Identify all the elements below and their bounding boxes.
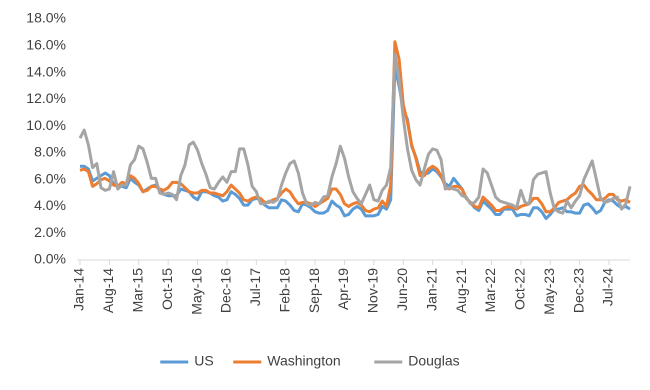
- x-tick-label: Jul-17: [247, 268, 263, 306]
- y-tick-label: 12.0%: [26, 90, 66, 106]
- x-tick-label: Jan-14: [71, 268, 87, 311]
- x-tick-label: Mar-22: [482, 268, 498, 313]
- y-tick-label: 4.0%: [34, 197, 66, 213]
- y-tick-label: 18.0%: [26, 10, 66, 26]
- x-tick-label: May-23: [541, 268, 557, 315]
- y-tick-label: 6.0%: [34, 170, 66, 186]
- x-tick-label: Sep-18: [306, 268, 322, 313]
- x-tick-label: Apr-19: [335, 268, 351, 310]
- x-tick-label: Nov-19: [365, 268, 381, 313]
- y-tick-label: 8.0%: [34, 144, 66, 160]
- x-tick-label: Jan-21: [423, 268, 439, 311]
- y-tick-label: 0.0%: [34, 251, 66, 267]
- y-tick-label: 14.0%: [26, 63, 66, 79]
- x-tick-label: Aug-21: [453, 268, 469, 313]
- x-tick-label: Aug-14: [100, 268, 116, 313]
- legend-label: US: [194, 353, 213, 369]
- x-tick-label: Oct-15: [159, 268, 175, 310]
- legend-label: Washington: [267, 353, 340, 369]
- x-tick-label: Mar-15: [129, 268, 145, 313]
- y-tick-label: 2.0%: [34, 224, 66, 240]
- x-tick-label: Jun-20: [394, 268, 410, 311]
- x-tick-label: Dec-16: [218, 268, 234, 313]
- x-tick-label: Jul-24: [600, 268, 616, 306]
- x-tick-label: Feb-18: [276, 268, 292, 313]
- series-line: [78, 52, 632, 215]
- series-line: [79, 40, 631, 214]
- legend-label: Douglas: [408, 353, 459, 369]
- x-tick-label: Oct-22: [512, 268, 528, 310]
- y-tick-label: 10.0%: [26, 117, 66, 133]
- x-tick-label: Dec-23: [570, 268, 586, 313]
- x-tick-label: May-16: [188, 268, 204, 315]
- y-tick-label: 16.0%: [26, 36, 66, 52]
